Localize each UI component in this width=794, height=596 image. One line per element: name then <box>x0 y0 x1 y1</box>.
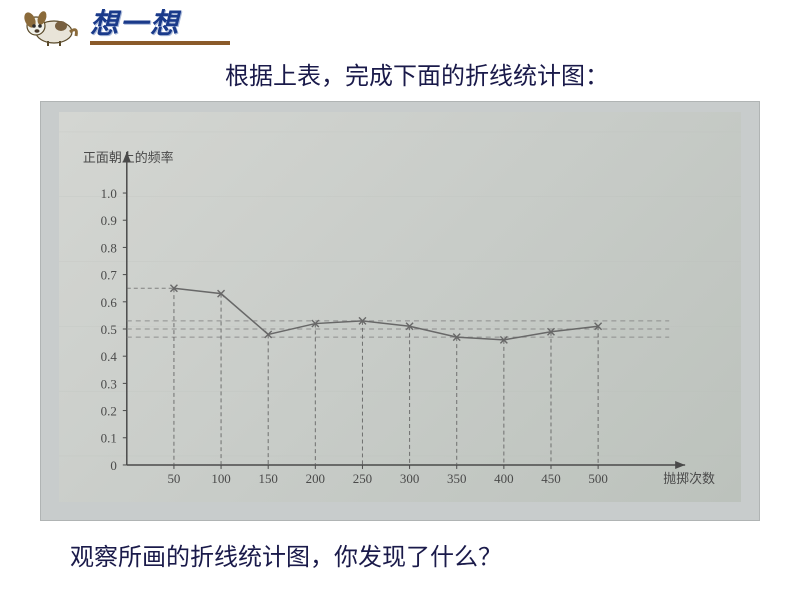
svg-text:100: 100 <box>211 471 230 486</box>
title-wrap: 想一想 <box>90 11 230 45</box>
svg-text:0.9: 0.9 <box>101 213 117 228</box>
svg-text:0.7: 0.7 <box>101 268 118 283</box>
svg-text:350: 350 <box>447 471 466 486</box>
chart-container: 0 0.1 0.2 0.3 0.4 0.5 0.6 0.7 0.8 0.9 1.0 50 100 150 2… <box>40 101 760 521</box>
svg-text:250: 250 <box>353 471 372 486</box>
dog-cartoon-icon <box>12 8 84 48</box>
svg-text:200: 200 <box>306 471 325 486</box>
svg-text:0.4: 0.4 <box>101 349 118 364</box>
svg-text:300: 300 <box>400 471 419 486</box>
svg-text:0.1: 0.1 <box>101 431 117 446</box>
page-title: 想一想 <box>90 11 230 39</box>
svg-text:450: 450 <box>541 471 560 486</box>
svg-text:500: 500 <box>588 471 607 486</box>
svg-text:0.8: 0.8 <box>101 240 117 255</box>
svg-text:0.6: 0.6 <box>101 295 118 310</box>
title-underline <box>90 41 230 45</box>
chart-inner: 0 0.1 0.2 0.3 0.4 0.5 0.6 0.7 0.8 0.9 1.0 50 100 150 2… <box>59 112 741 502</box>
svg-text:0.2: 0.2 <box>101 404 117 419</box>
svg-text:50: 50 <box>167 471 180 486</box>
svg-text:150: 150 <box>258 471 277 486</box>
svg-text:0: 0 <box>110 458 116 473</box>
svg-text:0.3: 0.3 <box>101 376 117 391</box>
instruction-top: 根据上表，完成下面的折线统计图： <box>0 52 794 101</box>
svg-text:400: 400 <box>494 471 513 486</box>
svg-text:正面朝上的频率: 正面朝上的频率 <box>83 150 174 165</box>
svg-text:0.5: 0.5 <box>101 322 117 337</box>
header: 想一想 <box>0 0 794 52</box>
svg-text:抛掷次数: 抛掷次数 <box>663 471 715 486</box>
svg-text:1.0: 1.0 <box>101 186 117 201</box>
line-chart: 0 0.1 0.2 0.3 0.4 0.5 0.6 0.7 0.8 0.9 1.0 50 100 150 2… <box>59 112 741 503</box>
instruction-bottom: 观察所画的折线统计图，你发现了什么？ <box>0 521 794 572</box>
